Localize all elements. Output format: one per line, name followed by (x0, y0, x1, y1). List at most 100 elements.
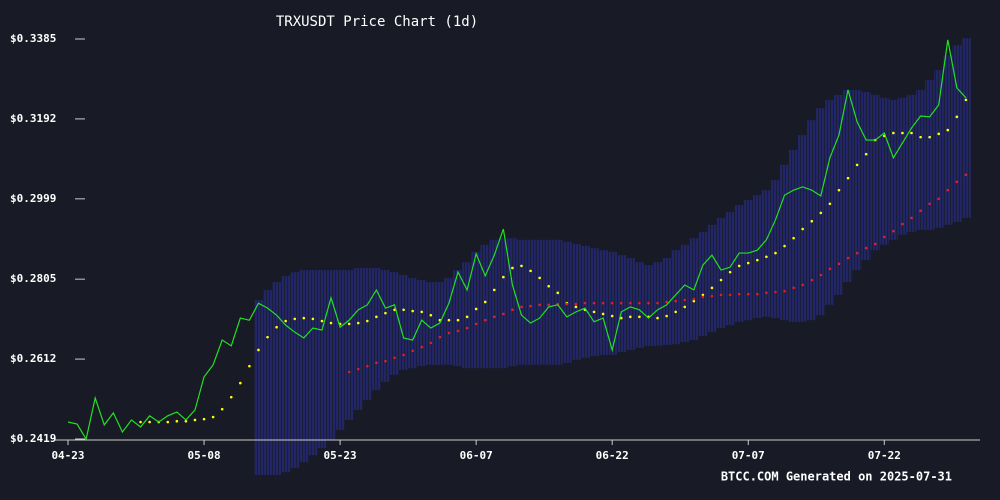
band-segment (752, 195, 762, 319)
average-dot (384, 359, 387, 363)
average-dot (828, 267, 832, 271)
average-dot (483, 318, 487, 322)
average-dot (601, 301, 605, 305)
band-segment (426, 282, 436, 365)
x-tick-label: 06-22 (596, 449, 629, 462)
average-dot (574, 305, 578, 309)
band-segment (698, 231, 708, 336)
average-dot (873, 242, 877, 246)
average-dot (937, 132, 941, 136)
band-segment (952, 45, 962, 223)
average-dot (229, 395, 233, 399)
average-dot (474, 307, 478, 311)
average-dot (756, 292, 759, 296)
average-dot (139, 420, 142, 424)
average-dot (565, 302, 569, 306)
y-tick-label: $0.2612 (10, 352, 56, 365)
average-dot (828, 202, 832, 206)
average-dot (710, 286, 714, 290)
chart-title: TRXUSDT Price Chart (1d) (276, 14, 478, 30)
average-dot (583, 301, 587, 305)
average-dot (492, 288, 496, 292)
band-segment (281, 275, 291, 473)
average-dot (855, 163, 859, 167)
band-segment (308, 270, 318, 456)
average-dot (311, 317, 315, 321)
average-dot (538, 276, 541, 280)
average-dot (193, 418, 197, 422)
average-dot (610, 314, 614, 318)
band-segment (707, 224, 717, 333)
average-dot (719, 278, 723, 282)
average-dot (765, 291, 768, 295)
band-segment (335, 270, 345, 430)
average-dot (492, 315, 496, 319)
average-dot (411, 309, 414, 313)
average-dot (892, 131, 895, 135)
average-dot (728, 270, 732, 274)
average-dot (855, 251, 859, 255)
band-segment (380, 270, 390, 382)
line-layer (67, 39, 968, 441)
average-dot (592, 310, 596, 314)
average-dot (638, 301, 641, 305)
average-dot (810, 219, 814, 223)
average-dot (447, 318, 451, 322)
average-dot (801, 227, 804, 231)
average-dot (248, 364, 251, 368)
average-dot (601, 312, 605, 316)
band-segment (290, 272, 300, 468)
average-dot (402, 308, 405, 312)
average-dot (547, 303, 551, 307)
average-dot (783, 289, 786, 293)
average-dot (619, 316, 623, 320)
average-dot (937, 197, 941, 201)
average-dot (846, 176, 850, 180)
average-dot (647, 301, 650, 305)
average-dot (737, 292, 741, 296)
average-dot (438, 335, 442, 339)
average-dot (919, 135, 922, 139)
average-dot (529, 304, 532, 308)
band-segment (643, 265, 654, 346)
x-tick-label: 04-23 (51, 449, 84, 462)
average-dot (375, 315, 378, 319)
band-segment (344, 270, 354, 420)
band-segment (571, 243, 581, 360)
average-dot (765, 255, 768, 259)
average-dot (792, 286, 795, 290)
band-segment (961, 38, 971, 218)
average-dot (511, 266, 514, 270)
average-dot (864, 246, 868, 250)
average-dot (756, 258, 759, 262)
average-dot (211, 415, 215, 419)
average-dot (538, 303, 541, 307)
average-dot (220, 407, 224, 411)
band-segment (761, 190, 771, 317)
band-segment (507, 238, 517, 367)
footer: BTCC.COM Generated on 2025-07-31 (721, 470, 952, 484)
average-dot (737, 264, 741, 268)
average-dot (529, 269, 532, 273)
average-dot (556, 291, 560, 295)
average-dot (674, 299, 677, 303)
average-dot (964, 173, 968, 177)
average-dot (284, 319, 287, 323)
average-dot (257, 348, 260, 352)
average-dot (184, 419, 188, 423)
average-dot (883, 235, 886, 239)
average-dot (810, 278, 814, 282)
average-dot (665, 314, 668, 318)
average-dot (474, 322, 478, 326)
price-line (67, 39, 967, 441)
average-dot (964, 98, 968, 102)
average-dot (502, 312, 505, 316)
average-dot (955, 115, 959, 119)
average-dot (710, 294, 714, 298)
average-dot (456, 329, 460, 333)
average-dot (202, 417, 206, 421)
band-segment (943, 55, 953, 225)
average-dot (728, 293, 732, 297)
band-segment (825, 99, 835, 305)
